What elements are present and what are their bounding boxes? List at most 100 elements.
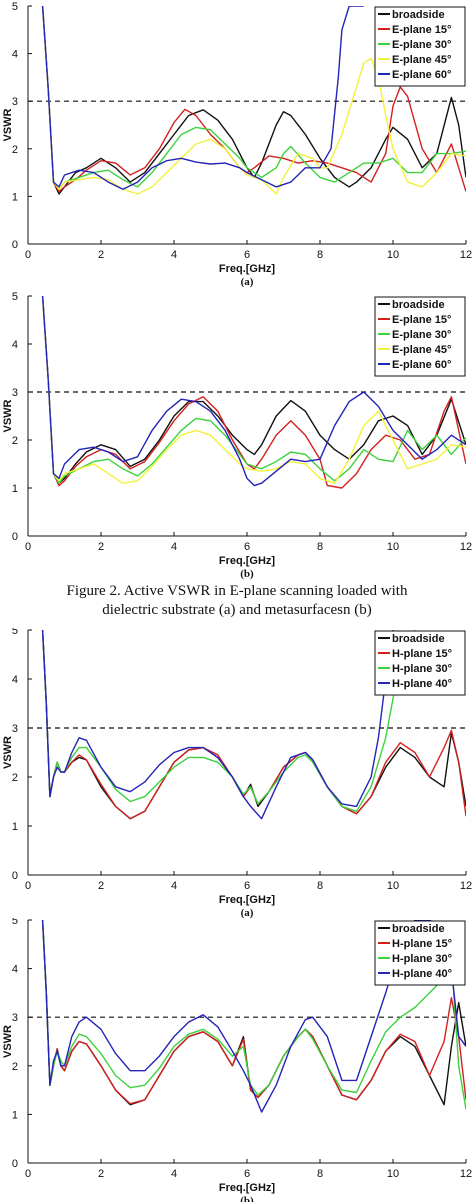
x-tick-label: 2 xyxy=(98,249,104,261)
x-tick-label: 0 xyxy=(25,541,31,553)
legend-box xyxy=(374,296,466,377)
y-tick-label: 2 xyxy=(12,144,18,156)
x-tick-label: 10 xyxy=(387,1168,399,1180)
y-tick-label: 2 xyxy=(12,1061,18,1073)
series-group xyxy=(41,6,466,195)
chart-panel-4: 0 1 2 3 4 5 0 2 4 6 8 10 12 Freq.[GHz] VSWR (b) broadsid… xyxy=(0,918,474,1202)
legend-entry: broadside xyxy=(392,923,445,935)
series-group xyxy=(41,296,466,489)
legend-entry: E-plane 45° xyxy=(392,54,451,66)
x-tick-label: 12 xyxy=(460,541,472,553)
x-tick-label: 6 xyxy=(244,880,250,892)
x-axis-title: Freq.[GHz] xyxy=(219,263,276,275)
y-tick-label: 3 xyxy=(12,96,18,108)
y-tick-label: 1 xyxy=(12,191,18,203)
x-tick-label: 8 xyxy=(317,880,323,892)
y-tick-label: 3 xyxy=(12,723,18,735)
legend-entry: H-plane 15° xyxy=(392,648,452,660)
x-tick-label: 10 xyxy=(387,880,399,892)
x-tick-label: 4 xyxy=(171,880,177,892)
series-line-3 xyxy=(41,6,466,191)
chart-panel-2: 0 1 2 3 4 5 0 2 4 6 8 10 12 Freq.[GHz] VSWR (b) broadsid… xyxy=(0,290,474,588)
y-tick-label: 4 xyxy=(12,674,18,686)
legend-entry: E-plane 30° xyxy=(392,39,451,51)
x-axis-title: Freq.[GHz] xyxy=(219,894,276,906)
y-tick-label: 4 xyxy=(12,49,18,61)
legend-entry: broadside xyxy=(392,299,445,311)
figure-2-caption: Figure 2. Active VSWR in E-plane scannin… xyxy=(0,582,474,620)
series-line-5 xyxy=(41,6,364,191)
legend-box xyxy=(374,630,466,696)
series-line-2 xyxy=(41,920,466,1105)
y-tick-label: 1 xyxy=(12,1109,18,1121)
y-tick-label: 0 xyxy=(12,531,18,543)
x-axis-title: Freq.[GHz] xyxy=(219,1182,276,1194)
caption-line-2: dielectric substrate (a) and metasurface… xyxy=(102,602,372,618)
x-tick-label: 10 xyxy=(387,541,399,553)
caption-line-1: Figure 2. Active VSWR in E-plane scannin… xyxy=(66,583,408,599)
x-tick-label: 12 xyxy=(460,249,472,261)
x-tick-label: 6 xyxy=(244,541,250,553)
x-tick-label: 2 xyxy=(98,880,104,892)
x-tick-label: 6 xyxy=(244,1168,250,1180)
y-axis-title: VSWR xyxy=(2,736,14,769)
y-axis-title: VSWR xyxy=(2,1025,14,1058)
y-tick-label: 5 xyxy=(12,1,18,13)
chart-panel-3: 0 1 2 3 4 5 0 2 4 6 8 10 12 Freq.[GHz] VSWR (a) broadsid… xyxy=(0,628,474,920)
x-tick-label: 2 xyxy=(98,541,104,553)
y-tick-label: 5 xyxy=(12,628,18,637)
legend-entry: E-plane 60° xyxy=(392,359,451,371)
legend-entry: H-plane 40° xyxy=(392,678,452,690)
y-tick-label: 0 xyxy=(12,870,18,882)
legend-entry: E-plane 15° xyxy=(392,314,451,326)
subfigure-label: (b) xyxy=(240,1195,254,1202)
x-tick-label: 6 xyxy=(244,249,250,261)
x-tick-label: 0 xyxy=(25,880,31,892)
legend-box xyxy=(374,920,466,986)
x-tick-label: 8 xyxy=(317,249,323,261)
y-tick-label: 5 xyxy=(12,291,18,303)
series-line-4 xyxy=(41,296,466,484)
x-tick-label: 0 xyxy=(25,249,31,261)
x-tick-label: 0 xyxy=(25,1168,31,1180)
x-tick-label: 12 xyxy=(460,880,472,892)
series-line-5 xyxy=(41,296,466,487)
y-tick-label: 1 xyxy=(12,821,18,833)
x-tick-label: 8 xyxy=(317,1168,323,1180)
x-tick-label: 2 xyxy=(98,1168,104,1180)
series-group xyxy=(41,920,466,1113)
subfigure-label: (a) xyxy=(241,276,254,288)
x-tick-label: 4 xyxy=(171,249,177,261)
series-line-3 xyxy=(41,920,466,1110)
chart-panel-1: 0 1 2 3 4 5 0 2 4 6 8 10 12 Freq.[GHz] VSWR (a) broadsid… xyxy=(0,0,474,292)
legend-entry: E-plane 60° xyxy=(392,69,451,81)
legend-entry: H-plane 15° xyxy=(392,938,452,950)
y-tick-label: 4 xyxy=(12,964,18,976)
x-tick-label: 10 xyxy=(387,249,399,261)
y-tick-label: 5 xyxy=(12,918,18,927)
y-tick-label: 2 xyxy=(12,435,18,447)
legend-entry: E-plane 30° xyxy=(392,329,451,341)
y-tick-label: 0 xyxy=(12,239,18,251)
series-group xyxy=(41,630,466,820)
x-tick-label: 12 xyxy=(460,1168,472,1180)
legend-entry: H-plane 40° xyxy=(392,968,452,980)
x-axis-title: Freq.[GHz] xyxy=(219,555,276,567)
y-axis-title: VSWR xyxy=(2,399,14,432)
y-tick-label: 3 xyxy=(12,1012,18,1024)
series-line-4 xyxy=(41,630,394,820)
legend-entry: broadside xyxy=(392,633,445,645)
x-tick-label: 4 xyxy=(171,541,177,553)
x-tick-label: 8 xyxy=(317,541,323,553)
x-tick-label: 4 xyxy=(171,1168,177,1180)
legend-entry: H-plane 30° xyxy=(392,663,452,675)
subfigure-label: (b) xyxy=(240,568,254,580)
legend-entry: broadside xyxy=(392,9,445,21)
y-tick-label: 4 xyxy=(12,339,18,351)
legend-entry: H-plane 30° xyxy=(392,953,452,965)
series-line-3 xyxy=(41,630,416,813)
